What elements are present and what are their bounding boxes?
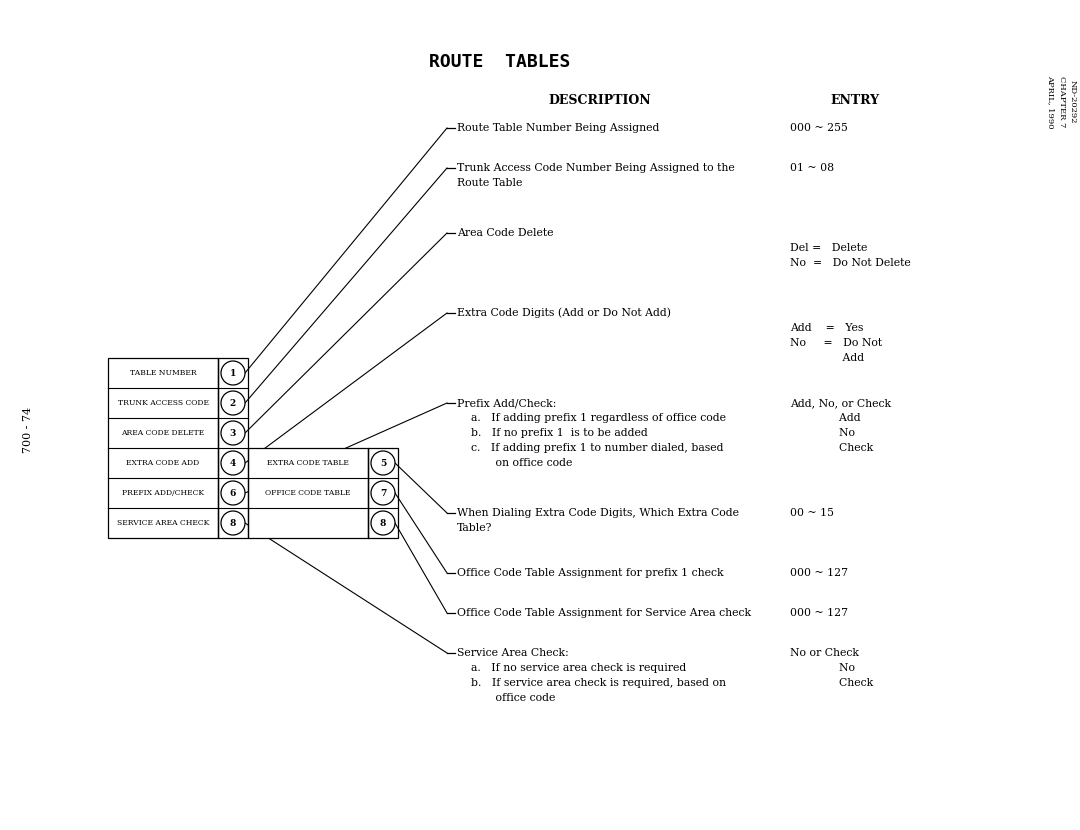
- Circle shape: [372, 481, 395, 505]
- Text: Add    =   Yes: Add = Yes: [789, 323, 863, 333]
- Text: 8: 8: [380, 519, 387, 528]
- Text: Check: Check: [789, 678, 874, 688]
- Text: a.   If no service area check is required: a. If no service area check is required: [457, 663, 686, 673]
- Text: PREFIX ADD/CHECK: PREFIX ADD/CHECK: [122, 489, 204, 497]
- Text: No: No: [789, 428, 855, 438]
- Bar: [368, 448, 399, 538]
- Text: No  =   Do Not Delete: No = Do Not Delete: [789, 258, 910, 268]
- Circle shape: [221, 421, 245, 445]
- Text: No     =   Do Not: No = Do Not: [789, 338, 882, 348]
- Text: Add, No, or Check: Add, No, or Check: [789, 398, 891, 408]
- Text: on office code: on office code: [457, 458, 572, 468]
- Text: 7: 7: [380, 489, 387, 497]
- Text: Extra Code Digits (Add or Do Not Add): Extra Code Digits (Add or Do Not Add): [457, 308, 671, 318]
- Text: 6: 6: [230, 489, 237, 497]
- Text: Check: Check: [789, 443, 874, 453]
- Text: Add: Add: [789, 353, 864, 363]
- Text: 8: 8: [230, 519, 237, 528]
- Text: b.   If no prefix 1  is to be added: b. If no prefix 1 is to be added: [457, 428, 648, 438]
- Text: 000 ~ 127: 000 ~ 127: [789, 608, 848, 618]
- Circle shape: [221, 361, 245, 385]
- Text: a.   If adding prefix 1 regardless of office code: a. If adding prefix 1 regardless of offi…: [457, 413, 726, 423]
- Bar: [248, 448, 368, 538]
- Text: 1: 1: [230, 369, 237, 378]
- Text: Route Table Number Being Assigned: Route Table Number Being Assigned: [457, 123, 660, 133]
- Text: office code: office code: [457, 693, 555, 703]
- Text: b.   If service area check is required, based on: b. If service area check is required, ba…: [457, 678, 726, 688]
- Text: ND-20292
CHAPTER 7
APRIL, 1990: ND-20292 CHAPTER 7 APRIL, 1990: [1047, 75, 1077, 129]
- Text: Service Area Check:: Service Area Check:: [457, 648, 569, 658]
- Text: AREA CODE DELETE: AREA CODE DELETE: [121, 429, 204, 437]
- Text: DESCRIPTION: DESCRIPTION: [549, 94, 651, 106]
- Text: Table?: Table?: [457, 523, 492, 533]
- Text: ROUTE  TABLES: ROUTE TABLES: [430, 53, 570, 71]
- Text: 000 ~ 127: 000 ~ 127: [789, 568, 848, 578]
- Text: TABLE NUMBER: TABLE NUMBER: [130, 369, 197, 377]
- Text: 5: 5: [380, 458, 387, 467]
- Text: 01 ~ 08: 01 ~ 08: [789, 163, 834, 173]
- Text: Del =   Delete: Del = Delete: [789, 243, 867, 253]
- Text: 2: 2: [230, 398, 237, 408]
- Text: 000 ~ 255: 000 ~ 255: [789, 123, 848, 133]
- Text: EXTRA CODE TABLE: EXTRA CODE TABLE: [267, 459, 349, 467]
- Text: TRUNK ACCESS CODE: TRUNK ACCESS CODE: [118, 399, 208, 407]
- Bar: [108, 358, 218, 538]
- Text: Route Table: Route Table: [457, 178, 523, 188]
- Text: ENTRY: ENTRY: [831, 94, 879, 106]
- Text: No or Check: No or Check: [789, 648, 859, 658]
- Text: 700 - 74: 700 - 74: [23, 407, 33, 453]
- Text: 00 ~ 15: 00 ~ 15: [789, 508, 834, 518]
- Text: OFFICE CODE TABLE: OFFICE CODE TABLE: [266, 489, 351, 497]
- Text: Office Code Table Assignment for Service Area check: Office Code Table Assignment for Service…: [457, 608, 751, 618]
- Text: Prefix Add/Check:: Prefix Add/Check:: [457, 398, 556, 408]
- Text: 4: 4: [230, 458, 237, 467]
- Text: Area Code Delete: Area Code Delete: [457, 228, 554, 238]
- Circle shape: [221, 511, 245, 535]
- Circle shape: [221, 451, 245, 475]
- Bar: [218, 358, 248, 538]
- Text: Add: Add: [789, 413, 861, 423]
- Text: When Dialing Extra Code Digits, Which Extra Code: When Dialing Extra Code Digits, Which Ex…: [457, 508, 739, 518]
- Text: EXTRA CODE ADD: EXTRA CODE ADD: [126, 459, 200, 467]
- Circle shape: [221, 391, 245, 415]
- Text: c.   If adding prefix 1 to number dialed, based: c. If adding prefix 1 to number dialed, …: [457, 443, 724, 453]
- Text: Trunk Access Code Number Being Assigned to the: Trunk Access Code Number Being Assigned …: [457, 163, 734, 173]
- Circle shape: [372, 451, 395, 475]
- Text: 3: 3: [230, 428, 237, 437]
- Text: SERVICE AREA CHECK: SERVICE AREA CHECK: [117, 519, 210, 527]
- Text: Office Code Table Assignment for prefix 1 check: Office Code Table Assignment for prefix …: [457, 568, 724, 578]
- Text: No: No: [789, 663, 855, 673]
- Circle shape: [372, 511, 395, 535]
- Circle shape: [221, 481, 245, 505]
